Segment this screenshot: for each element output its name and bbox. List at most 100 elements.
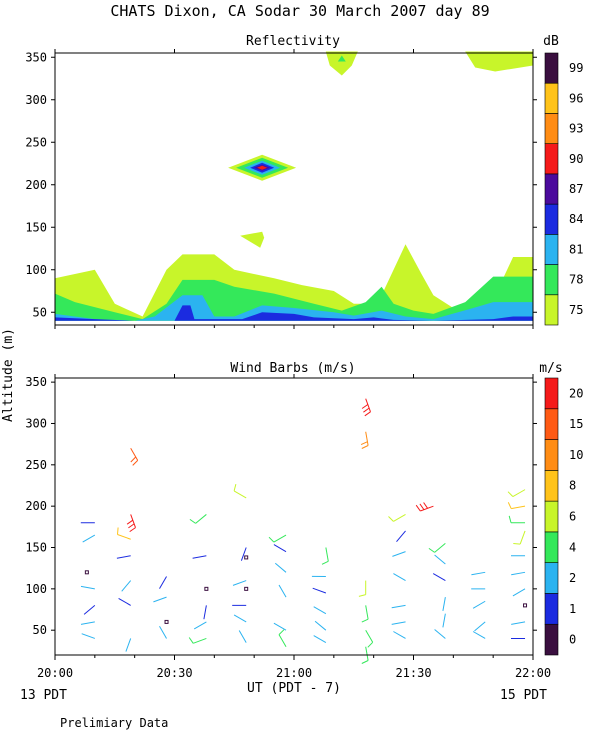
wind-barb-staff xyxy=(472,631,486,639)
wind-barb xyxy=(511,621,526,625)
wind-barb xyxy=(415,502,434,512)
wind-barb xyxy=(240,547,247,561)
wind-barb xyxy=(361,398,371,417)
y-tick-label: 100 xyxy=(25,582,47,596)
wind-barb-staff xyxy=(396,530,406,543)
wind-barb-flag xyxy=(361,445,369,449)
wind-barb-staff xyxy=(83,605,96,615)
wind-barb xyxy=(80,585,95,590)
wind-barb-flag xyxy=(128,523,135,529)
colorbar-cell xyxy=(544,593,559,625)
y-tick-label: 250 xyxy=(25,135,47,149)
wind-barb xyxy=(238,630,247,643)
wind-barb-staff xyxy=(278,584,287,598)
wind-barb xyxy=(434,554,446,565)
wind-barb-staff xyxy=(512,588,526,597)
colorbar-label: 20 xyxy=(569,386,583,400)
wind-barb-staff xyxy=(273,544,287,553)
wind-barb-flag xyxy=(233,483,237,492)
wind-barb-flag xyxy=(415,504,421,512)
wind-barb xyxy=(273,544,287,553)
wind-barb-staff xyxy=(313,606,327,615)
colorbar-cell xyxy=(544,377,559,410)
wind-barb-staff xyxy=(193,637,207,644)
wind-barb xyxy=(273,622,287,631)
wind-barb-flag xyxy=(189,518,196,524)
wind-barb-staff xyxy=(365,629,374,643)
wind-barb-staff xyxy=(203,605,207,620)
wind-barb-staff xyxy=(193,621,207,630)
reflectivity-blob-core xyxy=(337,55,346,62)
colorbar-cell xyxy=(544,143,559,175)
wind-barb-staff xyxy=(511,571,526,576)
wind-barb xyxy=(392,551,406,557)
colorbar-cell xyxy=(544,470,559,502)
wind-barb-flag xyxy=(268,536,275,543)
wind-barb xyxy=(83,605,96,615)
wind-barb-staff xyxy=(273,534,287,543)
wind-barb xyxy=(121,580,132,592)
wind-barb-flag xyxy=(361,660,369,664)
wind-barb-staff xyxy=(125,638,132,652)
wind-barb xyxy=(321,547,329,565)
colorbar-cell xyxy=(544,173,559,205)
wind-barb xyxy=(82,534,96,543)
x-left-note: 13 PDT xyxy=(20,688,67,703)
wind-barb-flag xyxy=(508,515,512,523)
wind-colorbar: 0 1 2 4 6 8 10 15 20 xyxy=(544,377,583,656)
colorbar-cell xyxy=(544,294,559,326)
x-tick-label: 21:30 xyxy=(395,666,431,680)
wind-barb-staff xyxy=(233,490,247,499)
colorbar-label: 87 xyxy=(569,182,583,196)
wind-barb-staff xyxy=(434,629,446,639)
wind-barb-staff xyxy=(159,626,167,639)
wind-barb xyxy=(192,555,207,559)
wind-barb-staff xyxy=(80,585,95,590)
wind-barb-staff xyxy=(117,534,131,540)
wind-barb-staff xyxy=(314,620,327,631)
colorbar-label: 96 xyxy=(569,91,583,105)
wind-barb xyxy=(233,483,247,499)
reflectivity-blob xyxy=(240,231,265,248)
wind-barb-flag xyxy=(367,641,374,648)
y-tick-label: 200 xyxy=(25,178,47,192)
wind-barb xyxy=(118,597,131,606)
wind-barb xyxy=(508,515,526,524)
wind-barb-staff xyxy=(233,614,247,623)
reflectivity-core-ring-5 xyxy=(257,165,268,170)
x-tick-label: 20:00 xyxy=(37,666,73,680)
wind-barb xyxy=(428,542,446,553)
wind-barb-flag xyxy=(507,502,512,509)
x-axis-label: UT (PDT - 7) xyxy=(247,681,341,696)
wind-barb-calm xyxy=(164,619,169,624)
colorbar-label: 15 xyxy=(569,417,583,431)
y-tick-label: 150 xyxy=(25,541,47,555)
wind-barb-staff xyxy=(511,621,526,625)
wind-barb-flag xyxy=(358,594,366,597)
y-tick-label: 50 xyxy=(33,623,47,637)
wind-barb-staff xyxy=(130,514,136,528)
colorbar-cell xyxy=(544,203,559,235)
wind-barb-calm xyxy=(84,570,89,575)
wind-barb xyxy=(360,431,369,449)
wind-barb xyxy=(153,596,167,603)
wind-barb xyxy=(130,448,139,466)
wind-barb xyxy=(434,629,446,639)
wind-barb xyxy=(233,614,247,623)
reflectivity-colorbar-unit: dB xyxy=(543,34,559,49)
wind-barb-calm xyxy=(523,603,528,608)
preliminary-note: Prelimiary Data xyxy=(60,716,168,730)
wind-barb-staff xyxy=(391,604,406,609)
wind-barb-staff xyxy=(130,448,139,461)
wind-barb xyxy=(314,620,327,631)
wind-barb-flag xyxy=(507,491,514,497)
wind-barb-calm xyxy=(244,555,249,560)
colorbar-cell xyxy=(544,531,559,563)
colorbar-label: 75 xyxy=(569,303,583,317)
colorbar-label: 93 xyxy=(569,122,583,136)
wind-barb xyxy=(313,635,327,644)
colorbar-label: 2 xyxy=(569,571,576,585)
y-tick-label: 250 xyxy=(25,458,47,472)
reflectivity-blob xyxy=(325,51,358,76)
wind-barb xyxy=(278,629,287,647)
